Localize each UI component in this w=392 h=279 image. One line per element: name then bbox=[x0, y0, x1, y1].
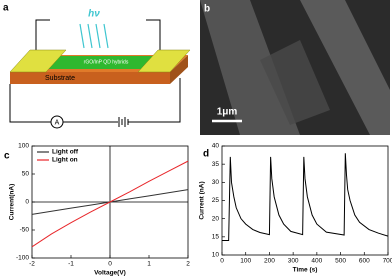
panel-label: b bbox=[204, 4, 210, 15]
substrate-label: Substrate bbox=[45, 75, 75, 82]
y-tick-label: 100 bbox=[18, 143, 29, 150]
electrode bbox=[9, 49, 67, 73]
substrate-front bbox=[10, 72, 170, 84]
x-tick-label: 2 bbox=[186, 261, 190, 268]
light-arrows bbox=[79, 23, 109, 49]
y-tick-label: 0 bbox=[25, 199, 29, 206]
panel-label: d bbox=[203, 149, 209, 160]
y-tick-label: 30 bbox=[212, 179, 220, 186]
data-line bbox=[222, 153, 389, 241]
legend-label: Light off bbox=[52, 149, 79, 156]
x-tick-label: 600 bbox=[359, 258, 370, 265]
sem-image: 1μm bbox=[200, 0, 390, 135]
electrode bbox=[137, 49, 191, 73]
x-tick-label: -1 bbox=[68, 261, 74, 268]
ammeter-label: A bbox=[55, 119, 60, 126]
x-tick-label: 1 bbox=[147, 261, 151, 268]
y-tick-label: 40 bbox=[212, 143, 220, 150]
plot-frame bbox=[221, 145, 389, 256]
film-label: rGO/InP QD hybrids bbox=[84, 59, 129, 65]
panel-label: c bbox=[4, 151, 10, 162]
data-line bbox=[31, 160, 189, 248]
x-tick-label: 400 bbox=[311, 258, 322, 265]
scale-bar-label: 1μm bbox=[217, 107, 238, 118]
x-tick-label: 300 bbox=[288, 258, 299, 265]
legend-label: Light on bbox=[52, 157, 78, 164]
wire bbox=[146, 19, 161, 56]
light-label: hν bbox=[88, 9, 100, 20]
x-axis-label: Time (s) bbox=[293, 267, 318, 274]
panel-label: a bbox=[3, 3, 9, 14]
battery bbox=[118, 117, 129, 127]
x-tick-label: 100 bbox=[240, 258, 251, 265]
x-tick-label: 200 bbox=[264, 258, 275, 265]
wire bbox=[35, 19, 50, 56]
y-tick-label: 10 bbox=[212, 252, 220, 259]
y-tick-label: 50 bbox=[22, 171, 30, 178]
x-tick-label: 500 bbox=[335, 258, 346, 265]
y-tick-label: 20 bbox=[212, 215, 220, 222]
x-tick-label: 0 bbox=[220, 258, 224, 265]
battery-gap bbox=[118, 116, 128, 128]
y-tick-label: -50 bbox=[20, 227, 30, 234]
wire bbox=[9, 78, 181, 123]
substrate-side bbox=[170, 55, 188, 84]
device-diagram: hν rGO/InP QD hybrids Substrate A bbox=[9, 9, 191, 129]
y-axis-label: Current(nA) bbox=[9, 184, 16, 220]
ammeter bbox=[50, 115, 64, 129]
x-axis-label: Voltage(V) bbox=[94, 270, 126, 277]
x-tick-label: 700 bbox=[383, 258, 392, 265]
y-tick-label: 15 bbox=[212, 234, 220, 241]
film bbox=[40, 56, 172, 69]
y-tick-label: 25 bbox=[212, 197, 220, 204]
y-tick-label: 35 bbox=[212, 161, 220, 168]
x-tick-label: -2 bbox=[29, 261, 35, 268]
y-tick-label: -100 bbox=[16, 255, 29, 262]
y-axis-label: Current (nA) bbox=[199, 181, 206, 219]
x-tick-label: 0 bbox=[108, 261, 112, 268]
